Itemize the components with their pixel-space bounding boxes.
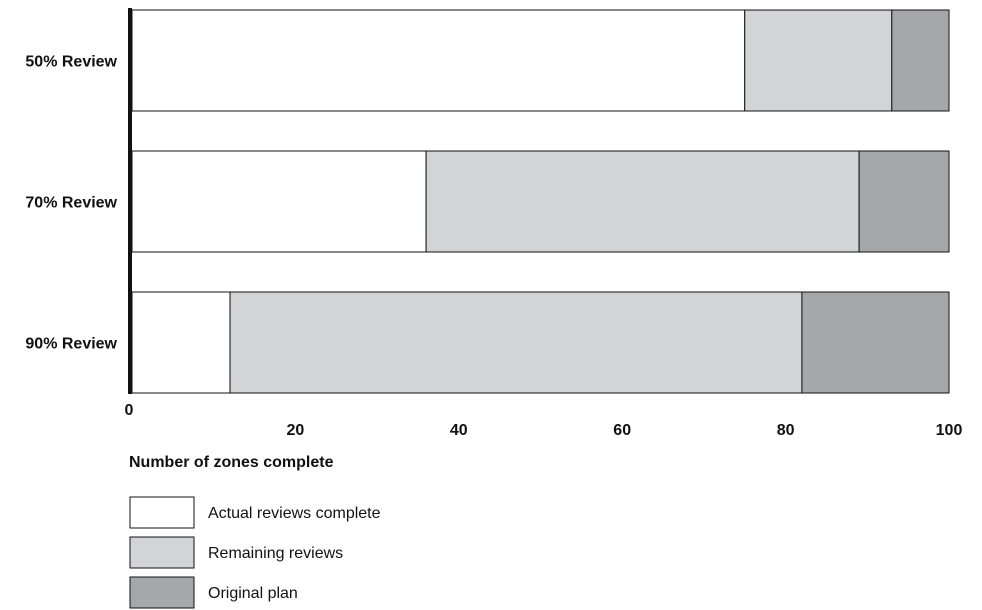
legend-label-original-plan: Original plan — [208, 585, 298, 602]
legend-swatch-original-plan — [129, 576, 195, 609]
category-label-90-review: 90% Review — [25, 336, 117, 353]
category-label-50-review: 50% Review — [25, 54, 117, 71]
x-axis-title: Number of zones complete — [129, 454, 334, 471]
bar-50-review-actual-reviews-complete — [131, 9, 746, 112]
bar-50-review-remaining-reviews — [744, 9, 893, 112]
x-tick-label-0: 0 — [125, 402, 134, 419]
legend-label-actual-reviews-complete: Actual reviews complete — [208, 505, 381, 522]
legend-label-remaining-reviews: Remaining reviews — [208, 545, 343, 562]
x-tick-label-80: 80 — [777, 422, 795, 439]
bar-70-review-original-plan — [858, 150, 950, 253]
x-tick-label-60: 60 — [613, 422, 631, 439]
legend-swatch-actual-reviews-complete — [129, 496, 195, 529]
x-axis-tick-labels: 0 20 40 60 80 100 — [125, 402, 963, 439]
category-label-70-review: 70% Review — [25, 195, 117, 212]
bar-90-review-remaining-reviews — [229, 291, 803, 394]
bar-70-review-remaining-reviews — [425, 150, 860, 253]
bar-90-review-original-plan — [801, 291, 950, 394]
bar-50-review-original-plan — [891, 9, 950, 112]
legend-swatch-remaining-reviews — [129, 536, 195, 569]
x-tick-label-20: 20 — [287, 422, 305, 439]
bar-90-review-actual-reviews-complete — [131, 291, 231, 394]
x-tick-label-40: 40 — [450, 422, 468, 439]
bars-layer — [131, 9, 950, 394]
x-tick-label-100: 100 — [936, 422, 963, 439]
bar-70-review-actual-reviews-complete — [131, 150, 427, 253]
legend: Actual reviews complete Remaining reviews… — [129, 496, 381, 609]
category-labels: 50% Review 70% Review 90% Review — [25, 54, 117, 353]
